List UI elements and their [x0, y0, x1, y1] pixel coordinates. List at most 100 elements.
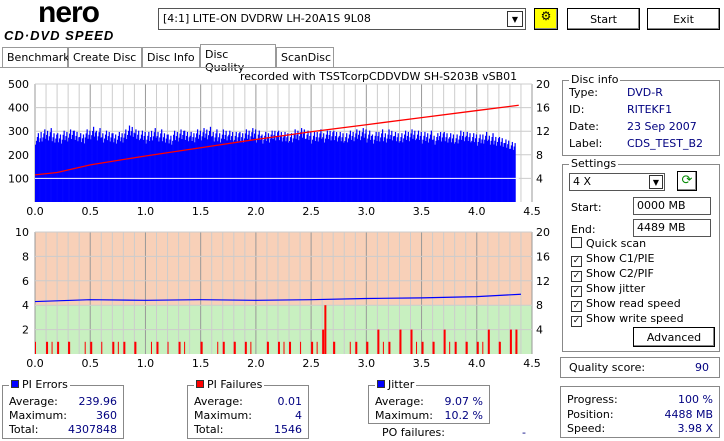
start-button[interactable]: Start: [567, 8, 640, 30]
pi-error-bar: [242, 133, 244, 202]
checkbox-show-c1-pie[interactable]: ✓ Show C1/PIE: [571, 252, 654, 267]
pi-error-bar: [85, 133, 87, 202]
advanced-button[interactable]: Advanced: [633, 327, 715, 347]
checkbox-box[interactable]: [571, 237, 582, 248]
max-label: Maximum:: [375, 409, 433, 422]
pi-error-bar: [190, 131, 192, 202]
pi-error-bar: [505, 139, 507, 202]
pi-error-bar: [278, 140, 281, 202]
tab-benchmark[interactable]: Benchmark: [2, 47, 70, 67]
exit-button[interactable]: Exit: [647, 8, 720, 30]
pi-error-bar: [422, 139, 424, 202]
max-label: Maximum:: [9, 409, 67, 422]
pi-error-bar: [167, 134, 169, 202]
pi-error-bar: [73, 130, 75, 202]
pi-failure-bar: [476, 341, 479, 354]
position-label: Position:: [567, 408, 614, 421]
pi-error-bar: [314, 140, 317, 202]
pi-error-bar: [155, 137, 157, 202]
pi-error-bar: [197, 138, 200, 202]
tab-disc-quality[interactable]: Disc Quality: [200, 44, 276, 74]
pi-error-bar: [128, 125, 131, 202]
speed-select[interactable]: 4 X ▼: [569, 173, 665, 191]
pi-errors-average: 239.96: [78, 395, 118, 408]
checkbox-quick-scan[interactable]: Quick scan: [571, 237, 646, 250]
pi-error-bar: [199, 130, 201, 202]
pi-error-bar: [496, 145, 498, 202]
tab-disc-info[interactable]: Disc Info: [142, 47, 200, 67]
checkbox-show-read-speed[interactable]: ✓ Show read speed: [571, 297, 681, 312]
pi-error-bar: [341, 137, 343, 202]
refresh-drives-icon[interactable]: ⚙: [534, 8, 558, 30]
pi-error-bar: [366, 142, 368, 202]
pi-error-bar: [137, 134, 139, 202]
pi-error-bar: [269, 138, 271, 202]
bad-zone: [35, 232, 532, 306]
pi-error-bar: [259, 139, 261, 202]
pi-error-bar: [124, 133, 126, 202]
pi-error-bar: [129, 135, 132, 202]
y2-tick-label: 16: [536, 250, 550, 263]
checkbox-box[interactable]: ✓: [571, 316, 582, 327]
checkbox-box[interactable]: ✓: [571, 256, 582, 267]
date-value: 23 Sep 2007: [627, 120, 697, 133]
pi-error-bar: [487, 139, 490, 202]
chart-title: recorded with TSSTcorpCDDVDW SH-S203B vS…: [240, 70, 518, 83]
pi-error-bar: [277, 130, 280, 202]
pi-error-bar: [202, 132, 204, 202]
pi-error-bar: [94, 132, 97, 202]
pi-error-bar: [104, 134, 107, 202]
end-input[interactable]: 4489 MB: [633, 219, 711, 237]
start-input[interactable]: 0000 MB: [633, 197, 711, 215]
pi-error-bar: [145, 143, 147, 202]
checkbox-box[interactable]: ✓: [571, 286, 582, 297]
pi-error-bar: [428, 138, 431, 202]
pi-failure-bar: [432, 341, 434, 354]
pi-error-bar: [204, 137, 206, 202]
y-tick-label: 6: [22, 275, 29, 288]
pi-error-bar: [121, 133, 123, 202]
pi-error-bar: [507, 144, 509, 202]
pi-error-bar: [50, 128, 52, 202]
pi-error-bar: [452, 134, 455, 202]
checkbox-show-write-speed[interactable]: ✓ Show write speed: [571, 312, 684, 327]
pi-error-bar: [327, 139, 329, 202]
chevron-down-icon[interactable]: ▼: [649, 175, 663, 189]
po-failures-value: -: [522, 426, 526, 439]
checkbox-box[interactable]: ✓: [571, 271, 582, 282]
x-tick-label: 0.0: [26, 357, 44, 370]
drive-select[interactable]: [4:1] LITE-ON DVDRW LH-20A1S 9L08 ▼: [158, 8, 526, 30]
pi-error-bar: [339, 131, 341, 202]
y2-tick-label: 16: [536, 102, 550, 115]
tab-scandisc[interactable]: ScanDisc: [276, 47, 334, 67]
pi-error-bar: [451, 142, 453, 202]
pi-error-bar: [491, 137, 493, 202]
checkbox-show-c2-pif[interactable]: ✓ Show C2/PIF: [571, 267, 654, 282]
pi-error-bar: [205, 133, 207, 202]
pi-error-bar: [119, 141, 121, 202]
pi-errors-title: PI Errors: [22, 378, 68, 391]
pi-error-bar: [409, 137, 411, 202]
pi-error-bar: [225, 130, 227, 202]
pi-error-bar: [346, 133, 348, 202]
pi-error-bar: [152, 136, 155, 202]
pi-error-bar: [244, 133, 247, 202]
checkbox-show-jitter[interactable]: ✓ Show jitter: [571, 282, 645, 297]
checkbox-box[interactable]: ✓: [571, 301, 582, 312]
pi-error-bar: [450, 133, 452, 202]
tab-create-disc[interactable]: Create Disc: [68, 47, 142, 67]
refresh-speed-icon[interactable]: ⟳: [677, 171, 697, 191]
pi-error-bar: [405, 139, 408, 202]
pi-error-bar: [172, 140, 174, 202]
pi-failure-bar: [349, 341, 351, 354]
pi-error-bar: [300, 132, 302, 202]
pi-error-bar: [231, 136, 233, 202]
pi-error-bar: [266, 140, 268, 202]
chevron-down-icon[interactable]: ▼: [507, 11, 523, 27]
pi-error-bar: [306, 134, 308, 202]
pi-error-bar: [369, 130, 371, 202]
pi-failure-bar: [244, 341, 247, 354]
settings-title: Settings: [569, 157, 619, 170]
pi-error-bar: [191, 140, 193, 202]
pi-error-bar: [498, 136, 501, 202]
